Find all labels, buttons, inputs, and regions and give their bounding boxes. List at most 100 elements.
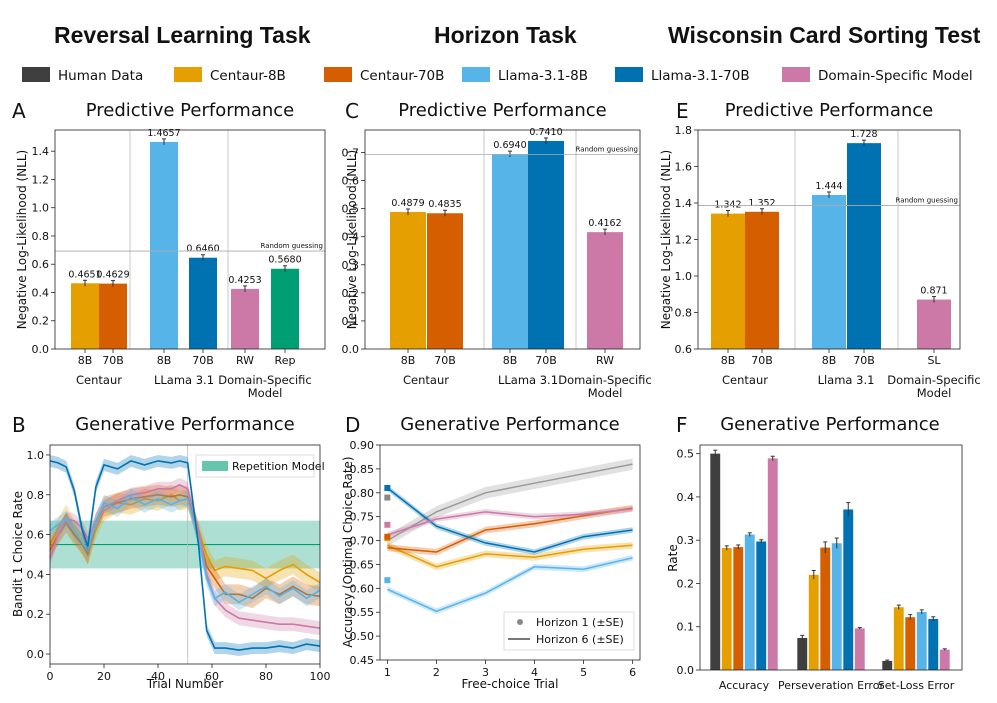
bar-value-label: 0.4253 bbox=[228, 275, 261, 286]
series-line-centaur8b bbox=[387, 544, 633, 568]
panel-f-ytick-label: 0.1 bbox=[677, 621, 695, 634]
panel-d-ytick-label: 0.70 bbox=[350, 535, 375, 548]
series-line-domain bbox=[49, 483, 321, 629]
panel-c-ytick-label: 0.3 bbox=[342, 259, 360, 272]
panel-f-ytick-label: 0.2 bbox=[677, 577, 695, 590]
xtick-label: 70B bbox=[853, 354, 875, 367]
series-band-domain bbox=[387, 506, 633, 538]
series-band-centaur70b bbox=[50, 484, 320, 609]
y-axis-label: Negative Log-Likelihood (NLL) bbox=[659, 150, 673, 329]
legend-swatch bbox=[615, 67, 643, 82]
bar-a bbox=[231, 288, 259, 349]
panel-title-a: Predictive Performance bbox=[86, 100, 295, 121]
series-line-centaur70b bbox=[49, 493, 321, 600]
panel-d-ytick-label: 0.80 bbox=[350, 487, 375, 500]
bar-e bbox=[847, 143, 881, 349]
panel-letter-c: C bbox=[345, 99, 359, 123]
panel-c-ytick-label: 0.6 bbox=[342, 175, 360, 188]
bar-f-centaur70b bbox=[733, 547, 744, 670]
bar-f-domain bbox=[939, 649, 950, 670]
series-band-centaur8b bbox=[50, 484, 320, 593]
legend-label: Llama-3.1-70B bbox=[651, 68, 750, 84]
bar-a bbox=[71, 283, 99, 349]
panel-f-ytick-label: 0.4 bbox=[677, 491, 695, 504]
random-guessing-label: Random guessing bbox=[895, 197, 958, 205]
panel-d-ytick-label: 0.85 bbox=[350, 463, 375, 476]
horizon1-point-llama8b bbox=[384, 577, 391, 584]
panel-c-ytick-label: 0.2 bbox=[342, 287, 360, 300]
panel-e-ytick-label: 1.0 bbox=[675, 270, 693, 283]
xtick-label: 70B bbox=[434, 354, 456, 367]
xtick-label: 70B bbox=[192, 354, 214, 367]
bar-f-domain bbox=[767, 458, 778, 670]
xtick-label: 60 bbox=[205, 670, 219, 683]
bar-value-label: 0.5680 bbox=[268, 255, 301, 266]
xtick-label: Perseveration Error bbox=[778, 679, 884, 692]
legend-marker-horizon1 bbox=[517, 619, 523, 625]
bar-f-domain bbox=[854, 628, 865, 670]
bar-a bbox=[271, 268, 299, 349]
xtick-label: 8B bbox=[78, 354, 93, 367]
xtick-label: 70B bbox=[535, 354, 557, 367]
xtick-label: RW bbox=[596, 354, 614, 367]
bar-value-label: 0.871 bbox=[920, 286, 947, 297]
xtick-label: 4 bbox=[531, 666, 538, 679]
group-label: Centaur bbox=[76, 373, 122, 387]
bar-e bbox=[711, 213, 745, 349]
panel-e-ytick-label: 1.4 bbox=[675, 197, 693, 210]
bar-c bbox=[587, 232, 623, 349]
group-label: Llama 3.1 bbox=[818, 373, 875, 387]
legend-label-horizon1: Horizon 1 (±SE) bbox=[536, 616, 624, 629]
legend-label: Domain-Specific Model bbox=[818, 68, 973, 84]
xtick-label: 0 bbox=[47, 670, 54, 683]
legend-swatch bbox=[22, 67, 50, 82]
bar-f-llama8b bbox=[744, 534, 755, 670]
legend-label-horizon6: Horizon 6 (±SE) bbox=[536, 633, 624, 646]
group-label: Domain-Specific bbox=[887, 373, 981, 387]
panel-d-ytick-label: 0.90 bbox=[350, 439, 375, 452]
y-axis-label: Bandit 1 Choice Rate bbox=[11, 491, 25, 617]
bar-f-llama70b bbox=[843, 509, 854, 670]
y-axis-label: Negative Log-Likelihood (NLL) bbox=[345, 150, 359, 329]
bar-value-label: 0.7410 bbox=[529, 127, 562, 138]
panel-e-ytick-label: 0.6 bbox=[675, 343, 693, 356]
bar-f-llama8b bbox=[831, 543, 842, 670]
panel-d-ytick-label: 0.75 bbox=[350, 511, 375, 524]
plot-frame-d bbox=[379, 444, 641, 661]
bar-c bbox=[528, 140, 564, 349]
horizon1-point-centaur70b bbox=[384, 533, 391, 540]
panel-d-ytick-label: 0.65 bbox=[350, 558, 375, 571]
bar-c bbox=[390, 212, 426, 349]
x-axis-label: Trial Number bbox=[146, 677, 224, 691]
bar-e bbox=[812, 194, 846, 349]
bar-f-human bbox=[797, 637, 808, 670]
bar-value-label: 0.4879 bbox=[391, 198, 424, 209]
panel-letter-e: E bbox=[676, 99, 689, 123]
panel-b-ytick-label: 0.2 bbox=[27, 608, 45, 621]
y-axis-label: Accuracy (Optimal Choice Rate) bbox=[341, 456, 355, 647]
group-label: Domain-Specific bbox=[558, 373, 652, 387]
legend-label: Centaur-70B bbox=[360, 68, 444, 84]
panel-c-ytick-label: 0.4 bbox=[342, 231, 360, 244]
panel-b-ytick-label: 0.6 bbox=[27, 529, 45, 542]
bar-value-label: 0.4629 bbox=[96, 270, 129, 281]
plot-frame-e bbox=[697, 129, 961, 350]
panel-a-ytick-label: 0.8 bbox=[32, 230, 50, 243]
panel-a-ytick-label: 0.6 bbox=[32, 258, 50, 271]
xtick-label: 5 bbox=[580, 666, 587, 679]
series-line-centaur70b bbox=[387, 507, 633, 553]
panel-letter-f: F bbox=[676, 413, 688, 437]
horizon1-point-domain bbox=[384, 521, 391, 528]
xtick-label: 6 bbox=[629, 666, 636, 679]
xtick-label: Rep bbox=[275, 354, 296, 367]
legend-swatch bbox=[174, 67, 202, 82]
panel-f-ytick-label: 0.5 bbox=[677, 448, 695, 461]
bar-value-label: 1.342 bbox=[714, 200, 741, 211]
bar-f-human bbox=[882, 660, 893, 670]
panel-title-b: Generative Performance bbox=[75, 414, 295, 435]
horizon1-point-human bbox=[384, 494, 391, 501]
bar-value-label: 0.4651 bbox=[68, 269, 101, 280]
plot-frame-b bbox=[49, 444, 321, 665]
panel-b-ytick-label: 0.8 bbox=[27, 489, 45, 502]
